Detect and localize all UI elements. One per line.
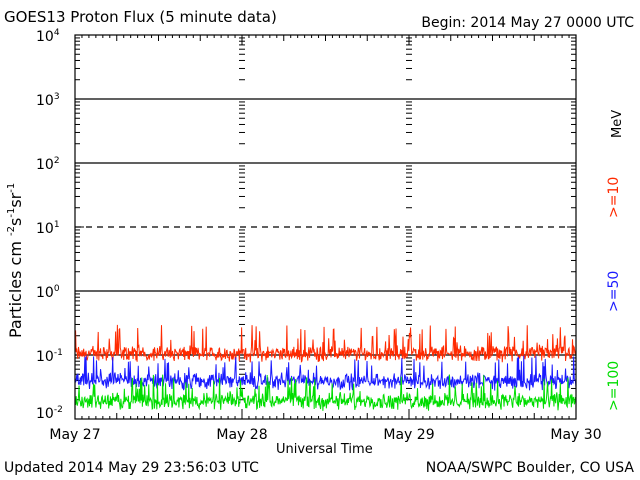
plot-frame	[74, 34, 577, 420]
y-tick-label: 100	[36, 284, 60, 301]
x-tick-label: May 27	[49, 427, 101, 443]
series-line-2	[74, 374, 577, 411]
y-tick-label: 103	[36, 92, 60, 109]
chart-title: GOES13 Proton Flux (5 minute data)	[4, 8, 277, 26]
y-tick-label: 104	[36, 28, 60, 45]
y-tick-label: 102	[36, 156, 60, 173]
y-tick-label: 10-2	[36, 405, 63, 422]
x-axis-label: Universal Time	[276, 442, 373, 457]
energy-unit-label: MeV	[610, 109, 625, 138]
updated-timestamp: Updated 2014 May 29 23:56:03 UTC	[4, 460, 259, 476]
y-tick-label: 101	[36, 220, 60, 237]
legend-series-50mev: >=50	[606, 270, 622, 312]
credit-text: NOAA/SWPC Boulder, CO USA	[425, 460, 634, 476]
legend-series-100mev: >=100	[606, 360, 622, 411]
x-tick-label: May 29	[383, 427, 435, 443]
x-tick-label: May 28	[216, 427, 268, 443]
legend-series-10mev: >=10	[606, 176, 622, 218]
x-tick-label: May 30	[550, 427, 602, 443]
y-tick-label: 10-1	[36, 348, 63, 365]
series-line-1	[74, 355, 577, 391]
series-line-0	[74, 324, 577, 363]
begin-time: Begin: 2014 May 27 0000 UTC	[421, 15, 634, 31]
y-axis-label: Particles cm -2s-1sr-1	[6, 182, 25, 338]
